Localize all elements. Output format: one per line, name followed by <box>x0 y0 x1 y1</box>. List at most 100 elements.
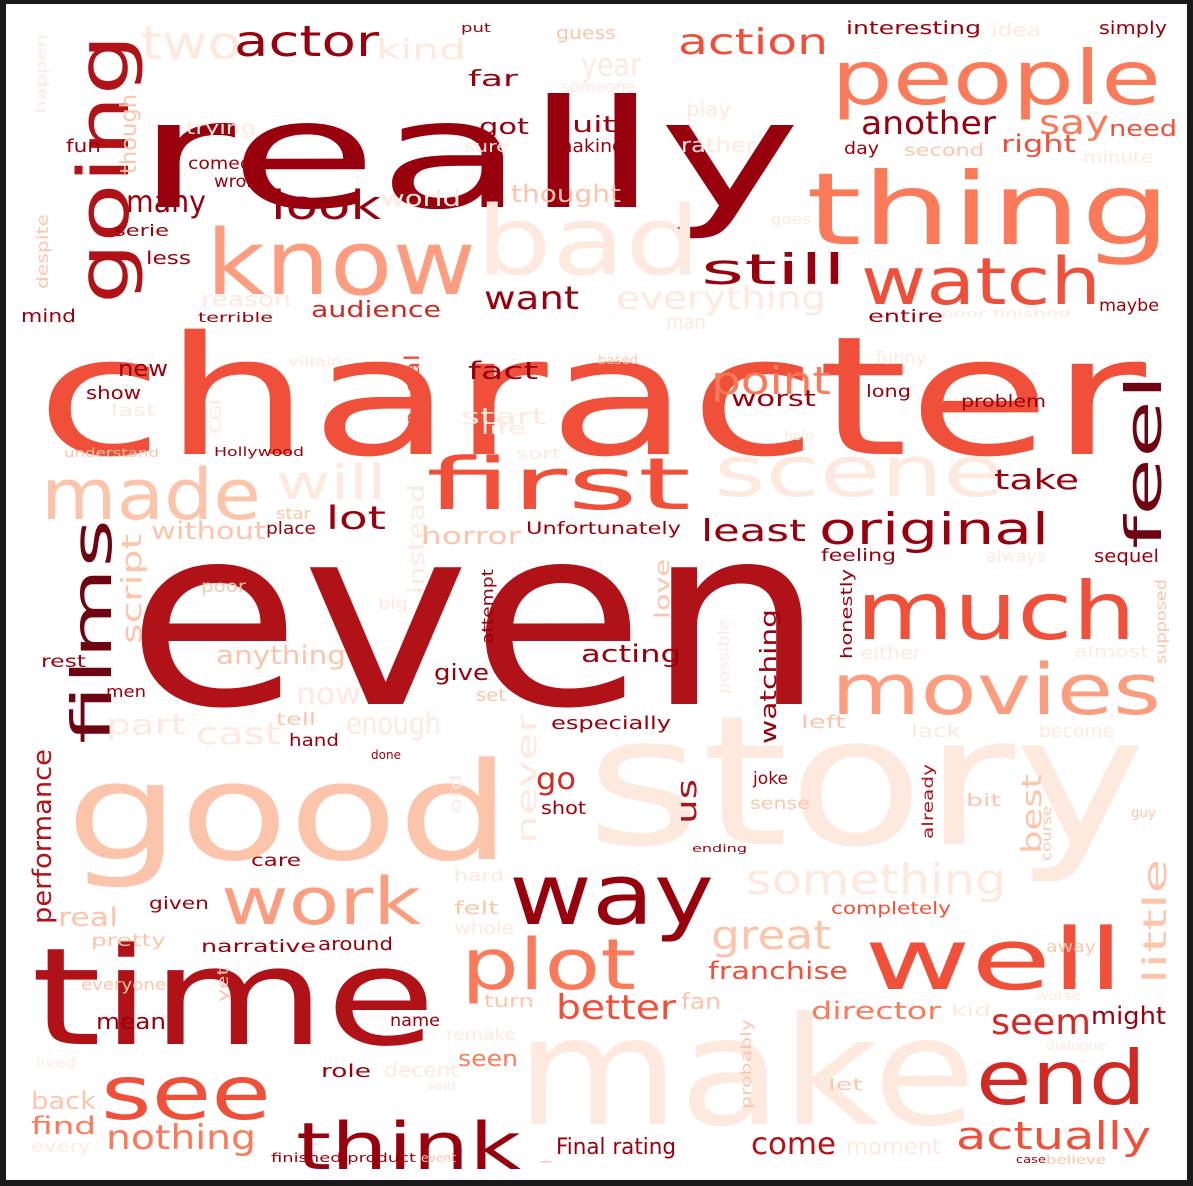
word-bit: bit <box>966 791 1002 811</box>
word-problem: problem <box>961 392 1046 412</box>
word-come: come <box>751 1127 836 1162</box>
word-second: second <box>904 141 984 161</box>
word-left: left <box>801 712 846 733</box>
word-terrible: terrible <box>198 311 273 326</box>
word-man: man <box>666 310 706 334</box>
word-show: show <box>86 383 141 404</box>
word-day: day <box>844 139 879 159</box>
word-become: become <box>1039 721 1114 742</box>
word-tell: tell <box>276 710 316 730</box>
word-despite: despite <box>33 214 52 289</box>
word-character: character <box>36 301 1146 493</box>
word-finished-product: finished product <box>271 1151 416 1165</box>
word-anything: anything <box>216 641 346 671</box>
word-especially: especially <box>551 713 671 734</box>
word-cgi: CGI <box>207 399 225 434</box>
word-name: name <box>390 1011 440 1031</box>
word-men: men <box>106 682 146 701</box>
word-need: need <box>1109 117 1177 142</box>
word-decent: decent <box>384 1058 459 1082</box>
word-mean: mean <box>96 1010 166 1035</box>
word-probably: probably <box>739 1019 755 1109</box>
word-cast: cast <box>196 717 281 752</box>
word-remake: remake <box>446 1025 516 1044</box>
word-goes: goes <box>771 210 811 228</box>
word-work: work <box>221 865 421 940</box>
word-help: help <box>784 429 814 443</box>
word-joke: joke <box>752 769 788 789</box>
word-real: real <box>58 903 118 933</box>
word-: _ <box>540 1138 552 1163</box>
word-possible: possible <box>715 619 733 694</box>
word-worse: worse <box>1036 989 1081 1003</box>
word-everyone: everyone <box>81 975 166 994</box>
word-honestly: honestly <box>837 569 856 659</box>
word-every: every <box>31 1137 91 1156</box>
word-given: given <box>149 894 209 914</box>
word-role: role <box>321 1061 371 1082</box>
word-around: around <box>318 934 393 955</box>
word-attempt: attempt <box>478 569 497 644</box>
word-want: want <box>484 279 579 317</box>
word-old: old <box>446 774 465 814</box>
word-another: another <box>861 104 997 142</box>
word-look: look <box>271 183 382 229</box>
word-year: year <box>581 46 642 84</box>
word-bad: bad <box>476 187 701 297</box>
word-based: based <box>598 353 638 367</box>
word-fact: fact <box>468 357 538 385</box>
word-almost: almost <box>1074 642 1149 661</box>
word-less: less <box>146 248 191 269</box>
word-hard: hard <box>454 866 504 885</box>
word-sense: sense <box>750 794 810 814</box>
word-back: back <box>31 1087 96 1115</box>
word-least: least <box>701 514 806 549</box>
word-think: think <box>296 1110 521 1180</box>
word-original: original <box>819 504 1049 555</box>
word-take: take <box>994 463 1079 496</box>
word-end: end <box>976 1034 1146 1122</box>
word-sure: sure <box>464 137 509 156</box>
word-quite: quite <box>551 113 636 138</box>
word-reason: reason <box>201 287 291 311</box>
word-fan: fan <box>681 990 721 1015</box>
word-franchise: franchise <box>708 957 848 985</box>
word-felt: felt <box>454 898 499 919</box>
word-supposed: supposed <box>1152 579 1170 664</box>
word-thought: thought <box>511 180 621 208</box>
word-little: little <box>1136 859 1174 984</box>
word-sequel: sequel <box>1094 546 1159 567</box>
word-much: much <box>856 565 1136 658</box>
word-new: new <box>118 357 168 382</box>
word-might: might <box>1091 1002 1166 1030</box>
word-never: never <box>510 713 543 844</box>
word-way: way <box>509 846 714 945</box>
word-time: time <box>31 919 436 1076</box>
word-now: now <box>296 677 361 712</box>
word-good: good <box>66 734 511 891</box>
word-worst: worst <box>731 387 817 412</box>
word-comedy: comedy <box>188 154 263 174</box>
word-said: said <box>426 1079 456 1093</box>
word-point: point <box>711 359 831 403</box>
word-funny: funny <box>876 348 926 369</box>
word-going: going <box>63 34 145 304</box>
word-done: done <box>371 748 401 762</box>
word-trying: trying <box>186 118 256 139</box>
word-hollywood: Hollywood <box>214 445 304 459</box>
word-already: already <box>919 764 937 839</box>
word-narrative: narrative <box>201 937 316 957</box>
word-go: go <box>536 762 576 797</box>
word-wrong: wrong <box>214 172 269 192</box>
word-scene: scene <box>714 431 1004 513</box>
word-nothing: nothing <box>106 1118 256 1158</box>
word-hand: hand <box>289 731 339 751</box>
word-course: course <box>1040 806 1055 861</box>
word-understand: understand <box>64 446 159 460</box>
word-lack: lack <box>911 721 962 742</box>
word-got: got <box>479 115 530 140</box>
word-something: something <box>746 855 1006 904</box>
word-yet: yet <box>214 967 232 1002</box>
word-make: make <box>516 986 976 1160</box>
